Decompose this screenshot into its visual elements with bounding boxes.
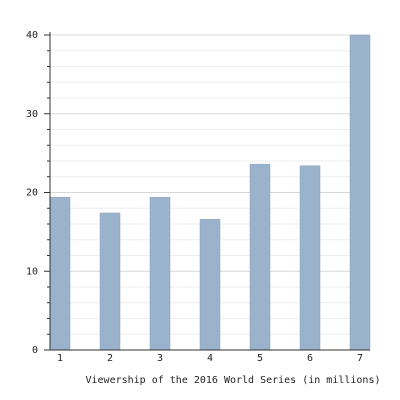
y-tick-label: 10 (26, 266, 38, 277)
bar (199, 219, 221, 351)
x-tick-label: 4 (207, 353, 213, 364)
x-tick-label: 7 (357, 353, 363, 364)
bar (99, 212, 121, 351)
x-tick-label: 6 (307, 353, 313, 364)
y-tick-label: 40 (26, 30, 38, 41)
bar (49, 196, 71, 351)
x-tick-label: 5 (257, 353, 263, 364)
bar (149, 196, 171, 351)
y-tick-label: 20 (26, 188, 38, 199)
bar (299, 165, 321, 351)
bar (349, 34, 371, 351)
bar (249, 163, 271, 351)
x-tick-label: 2 (107, 353, 113, 364)
y-tick-label: 0 (32, 345, 38, 356)
chart-title: Viewership of the 2016 World Series (in … (85, 375, 380, 386)
x-tick-label: 3 (157, 353, 163, 364)
y-tick-label: 30 (26, 109, 38, 120)
x-tick-label: 1 (57, 353, 63, 364)
